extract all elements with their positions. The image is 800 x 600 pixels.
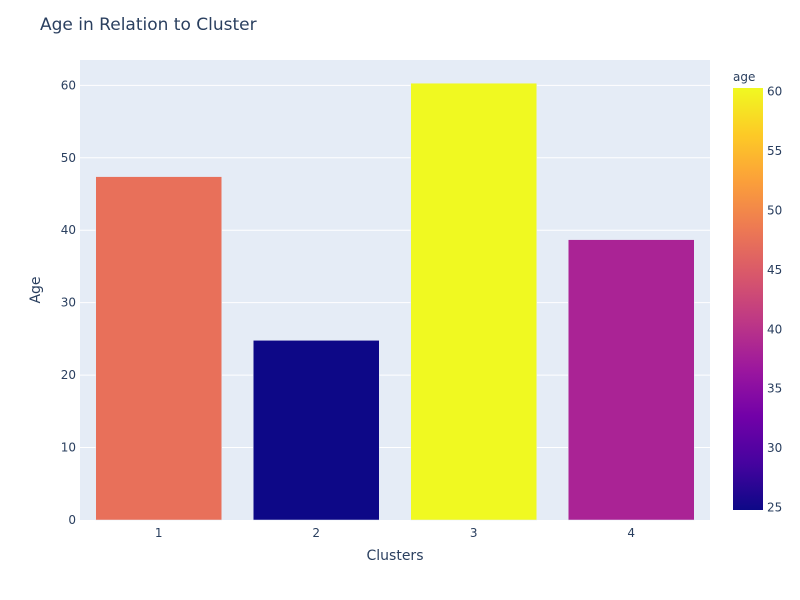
colorbar-title: age [733,70,755,84]
y-tick-label: 40 [61,223,76,237]
colorbar-tick-label: 60 [767,85,782,99]
colorbar: age 25 30 35 40 45 50 55 60 [733,70,782,515]
x-axis-title: Clusters [367,548,424,564]
bar-cluster-3[interactable] [410,82,537,521]
colorbar-tick-label: 45 [767,263,782,277]
bar-cluster-1[interactable] [95,176,222,521]
x-tick-label: 3 [470,526,478,540]
y-tick-label: 30 [61,296,76,310]
x-tick-label: 2 [312,526,320,540]
colorbar-tick-label: 40 [767,322,782,336]
colorbar-tick-label: 25 [767,501,782,515]
x-tick-label: 1 [155,526,163,540]
colorbar-tick-label: 50 [767,203,782,217]
colorbar-tick-label: 30 [767,441,782,455]
x-tick-label: 4 [627,526,635,540]
chart-title: Age in Relation to Cluster [40,15,257,35]
y-tick-label: 60 [61,78,76,92]
y-tick-label: 10 [61,441,76,455]
colorbar-tick-label: 35 [767,382,782,396]
colorbar-tick-label: 55 [767,144,782,158]
bar-cluster-2[interactable] [253,340,380,521]
x-axis-ticks: 1 2 3 4 [155,526,635,540]
y-axis-title: Age [28,276,44,303]
colorbar-gradient [733,88,763,510]
y-tick-label: 0 [68,513,76,527]
y-tick-label: 20 [61,368,76,382]
colorbar-ticks: 25 30 35 40 45 50 55 60 [767,85,782,515]
y-axis-ticks: 0 10 20 30 40 50 60 [61,78,76,527]
bar-cluster-4[interactable] [568,239,695,521]
y-tick-label: 50 [61,151,76,165]
bars [95,82,695,521]
